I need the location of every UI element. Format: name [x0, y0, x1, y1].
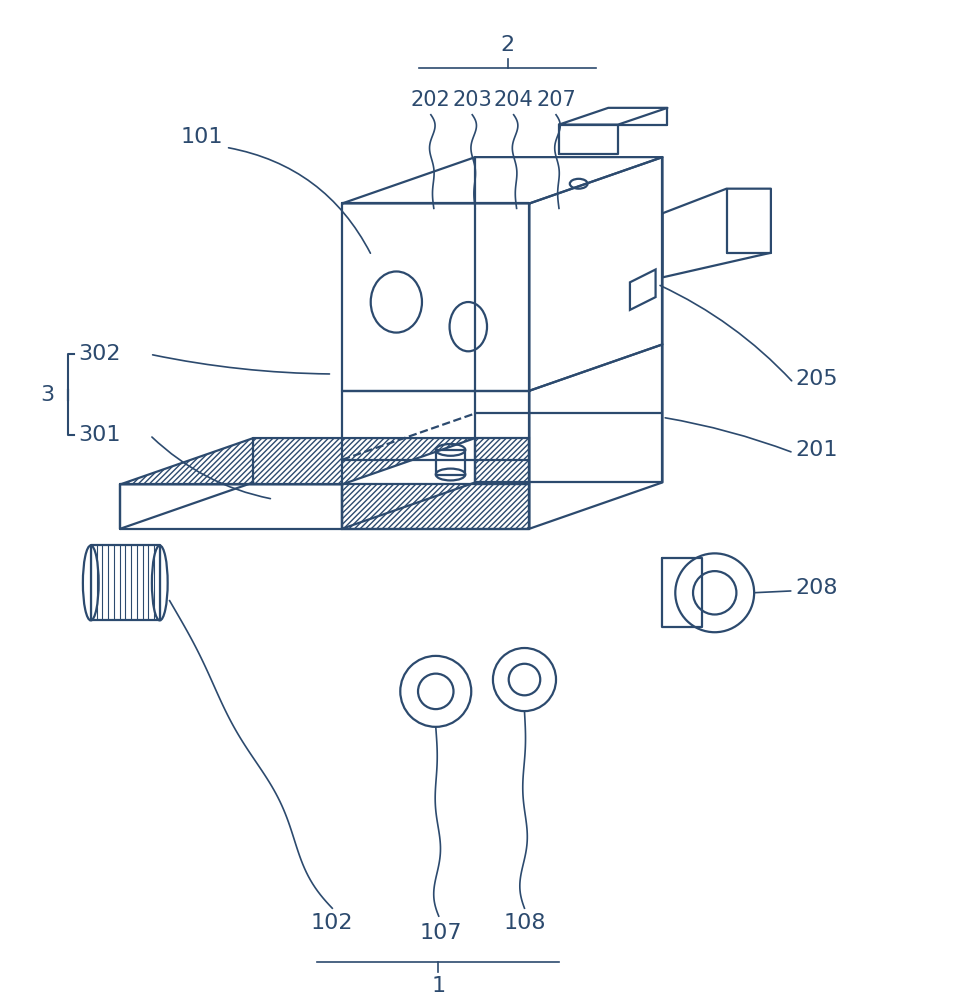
Text: 3: 3: [40, 385, 55, 405]
Text: 201: 201: [795, 440, 838, 460]
Text: 301: 301: [78, 425, 120, 445]
Text: 204: 204: [493, 90, 533, 110]
Text: 101: 101: [181, 127, 224, 147]
Text: 203: 203: [452, 90, 492, 110]
Text: 208: 208: [795, 578, 838, 598]
Text: 107: 107: [419, 923, 462, 943]
Text: 302: 302: [78, 344, 120, 364]
Text: 207: 207: [536, 90, 575, 110]
Text: 202: 202: [411, 90, 450, 110]
Text: 108: 108: [503, 913, 546, 933]
Text: 2: 2: [500, 35, 515, 55]
Text: 1: 1: [431, 976, 446, 996]
Text: 102: 102: [311, 913, 354, 933]
Text: 205: 205: [795, 369, 838, 389]
